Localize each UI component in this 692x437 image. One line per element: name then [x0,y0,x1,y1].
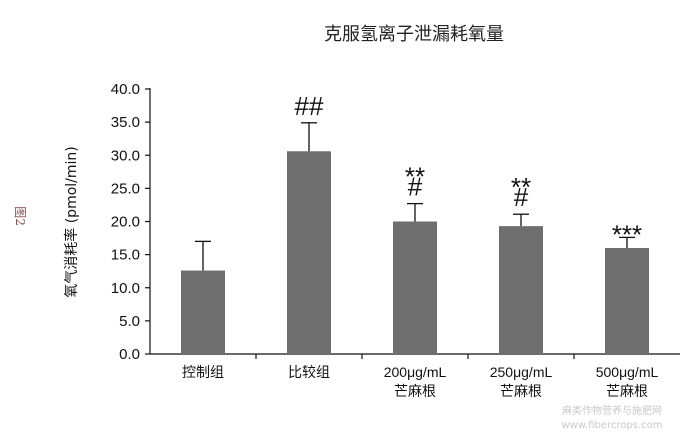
y-tick-label: 0.0 [119,346,140,363]
y-tick-label: 10.0 [111,280,140,297]
watermark-line-2: www.fibercrops.com [561,420,662,431]
x-tick-label: 250μg/mL [490,364,553,380]
x-tick-label: 控制组 [182,364,224,380]
x-tick-label: 500μg/mL [596,364,659,380]
y-tick-label: 5.0 [119,313,140,330]
x-tick-label: 200μg/mL [384,364,447,380]
bars [181,122,649,354]
x-tick-label: 芒麻根 [606,383,648,399]
bar [393,221,437,354]
significance-mark: # [408,172,423,202]
y-tick-label: 25.0 [111,180,140,197]
labels: 控制组##比较组#**200μg/mL芒麻根#**250μg/mL芒麻根***5… [182,91,658,399]
x-tick-label: 比较组 [288,364,330,380]
bar [181,270,225,354]
significance-mark: *** [612,219,642,249]
bar [287,151,331,354]
significance-mark: ** [405,162,425,192]
y-tick-label: 20.0 [111,214,140,231]
significance-mark: ** [511,172,531,202]
significance-mark: ## [295,91,324,121]
y-tick-label: 40.0 [111,81,140,98]
bar [605,248,649,354]
y-tick-label: 35.0 [111,114,140,131]
axes: 0.0 5.0 10.0 15.0 20.0 25.0 30.0 35.0 40.0 [111,81,680,363]
y-tick-label: 30.0 [111,147,140,164]
significance-mark: # [514,182,529,212]
side-figure-label: 图2 [13,206,27,226]
x-tick-label: 芒麻根 [500,383,542,399]
bar [499,226,543,354]
y-tick-label: 15.0 [111,247,140,264]
x-tick-label: 芒麻根 [394,383,436,399]
chart-title: 克服氢离子泄漏耗氧量 [324,24,504,45]
y-axis-label: 氧气消耗率 (pmol/min) [63,146,80,297]
watermark-line-1: 麻类作物营养与施肥网 [562,404,662,417]
